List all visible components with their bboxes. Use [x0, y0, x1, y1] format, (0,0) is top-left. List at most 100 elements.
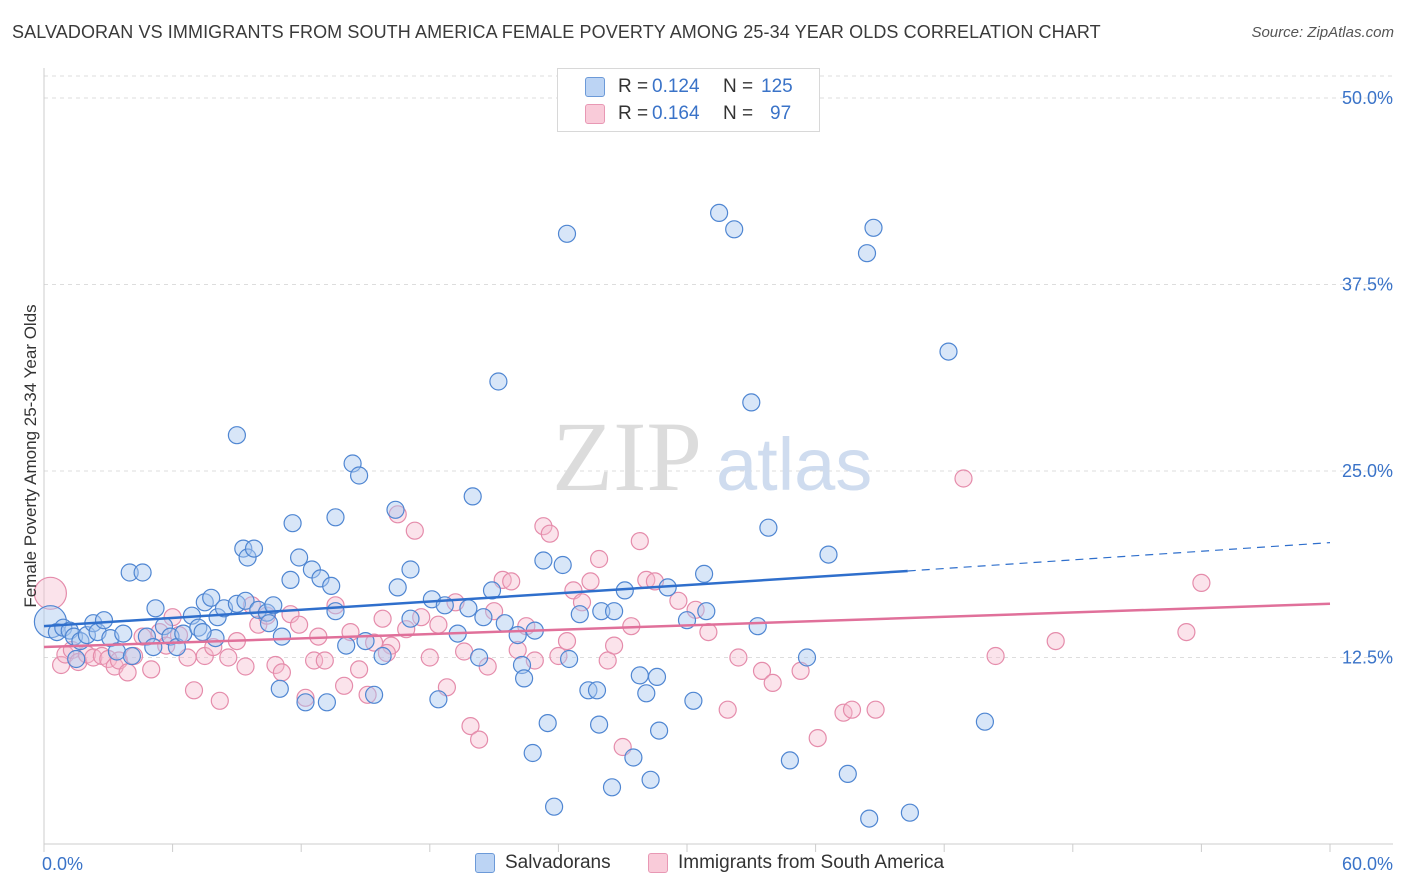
series-legend: Salvadorans Immigrants from South Americ… — [0, 850, 1406, 880]
salvadorans-point — [373, 646, 392, 666]
salvadorans-point — [264, 596, 283, 615]
south-america-point — [405, 521, 424, 540]
south-america-point — [420, 648, 439, 667]
south-america-point — [373, 609, 392, 628]
legend-swatch-pink — [648, 853, 668, 873]
x-tick-label-max: 60.0% — [1342, 854, 1393, 874]
x-tick-label-min: 0.0% — [42, 854, 83, 874]
salvadorans-point — [684, 691, 703, 710]
salvadorans-point — [495, 614, 514, 633]
salvadorans-point — [401, 609, 420, 628]
south-america-point — [604, 636, 624, 655]
south-america-point — [954, 469, 973, 488]
south-america-point — [210, 691, 229, 710]
south-america-point — [763, 673, 782, 693]
south-america-point — [326, 596, 345, 615]
legend-label-salvadorans: Salvadorans — [505, 852, 611, 873]
salvadorans-point — [819, 545, 838, 564]
south-america-point — [540, 524, 559, 543]
stats-row-blue: R = 0.124 N = 125 — [558, 73, 819, 101]
salvadorans-point — [388, 578, 407, 597]
salvadorans-point — [122, 646, 141, 666]
south-america-point — [184, 681, 204, 700]
south-america-point — [729, 648, 748, 667]
salvadorans-point — [296, 693, 315, 712]
salvadorans-point — [238, 548, 257, 567]
salvadorans-point — [544, 797, 564, 816]
south-america-point — [534, 517, 553, 536]
south-america-point — [33, 576, 68, 610]
salvadorans-point — [281, 570, 300, 590]
legend-label-south-america: Immigrants from South America — [678, 852, 945, 873]
south-america-point — [1046, 631, 1065, 651]
pink-swatch — [585, 104, 605, 124]
salvadorans-point — [742, 393, 761, 412]
salvadorans-point — [244, 539, 264, 558]
salvadorans-point — [694, 564, 714, 584]
south-america-point — [630, 531, 649, 551]
y-tick-label: 25.0% — [1342, 461, 1393, 481]
salvadorans-point — [311, 569, 330, 588]
south-america-point — [549, 646, 568, 666]
salvadorans-point — [514, 669, 534, 688]
salvadorans-point — [624, 748, 643, 767]
salvadorans-point — [350, 466, 369, 485]
chart-title: SALVADORAN VS IMMIGRANTS FROM SOUTH AMER… — [12, 22, 1101, 42]
salvadorans-trend-line — [43, 569, 908, 628]
salvadorans-point — [120, 563, 139, 582]
salvadorans-point — [482, 581, 502, 600]
salvadorans-point — [857, 244, 877, 263]
south-america-point — [219, 648, 238, 667]
salvadorans-point — [649, 721, 669, 740]
south-america-point — [669, 591, 688, 610]
salvadorans-point — [630, 666, 649, 685]
salvadorans-point — [534, 551, 553, 570]
south-america-point — [397, 620, 416, 639]
legend-swatch-blue — [475, 853, 495, 873]
salvadorans-point — [602, 778, 622, 797]
salvadorans-point — [725, 220, 744, 239]
n-value-pink: 97 — [770, 103, 792, 124]
salvadorans-point — [236, 591, 255, 610]
y-axis-label: Female Poverty Among 25-34 Year Olds — [21, 304, 40, 607]
salvadorans-point — [512, 655, 532, 675]
salvadorans-point — [709, 203, 729, 222]
south-america-point — [335, 676, 354, 695]
salvadorans-point — [290, 548, 309, 567]
n-value-blue: 125 — [761, 76, 793, 97]
salvadorans-point — [67, 649, 86, 669]
salvadorans-point — [283, 514, 302, 533]
south-america-point — [118, 663, 137, 682]
salvadorans-point — [939, 342, 958, 361]
south-america-point — [502, 572, 521, 591]
south-america-point — [808, 728, 827, 748]
south-america-point — [290, 615, 309, 634]
south-america-point — [236, 657, 255, 676]
salvadorans-point — [202, 588, 221, 607]
salvadorans-point — [272, 627, 291, 646]
y-tick-label: 50.0% — [1342, 88, 1393, 108]
salvadorans-point — [641, 770, 660, 789]
salvadorans-point — [975, 712, 995, 731]
south-america-point — [842, 700, 862, 719]
salvadorans-point — [489, 372, 508, 391]
r-label-pink: R = — [618, 103, 649, 124]
south-america-point — [752, 661, 772, 681]
salvadorans-point — [463, 487, 482, 506]
south-america-point — [1177, 622, 1196, 642]
salvadorans-point — [838, 764, 857, 784]
salvadorans-point — [429, 690, 448, 709]
salvadorans-point — [259, 614, 279, 633]
salvadorans-point — [459, 599, 478, 618]
south-america-point — [485, 602, 504, 621]
n-label-blue: N = — [723, 76, 754, 97]
south-america-point — [470, 730, 489, 749]
south-america-point — [429, 615, 448, 634]
watermark-atlas: atlas — [716, 423, 872, 506]
r-value-pink: 0.164 — [652, 103, 700, 124]
salvadorans-point — [900, 803, 920, 822]
salvadorans-point — [193, 622, 212, 642]
south-america-point — [718, 700, 737, 719]
south-america-point — [296, 688, 315, 707]
n-label-pink: N = — [723, 103, 754, 124]
